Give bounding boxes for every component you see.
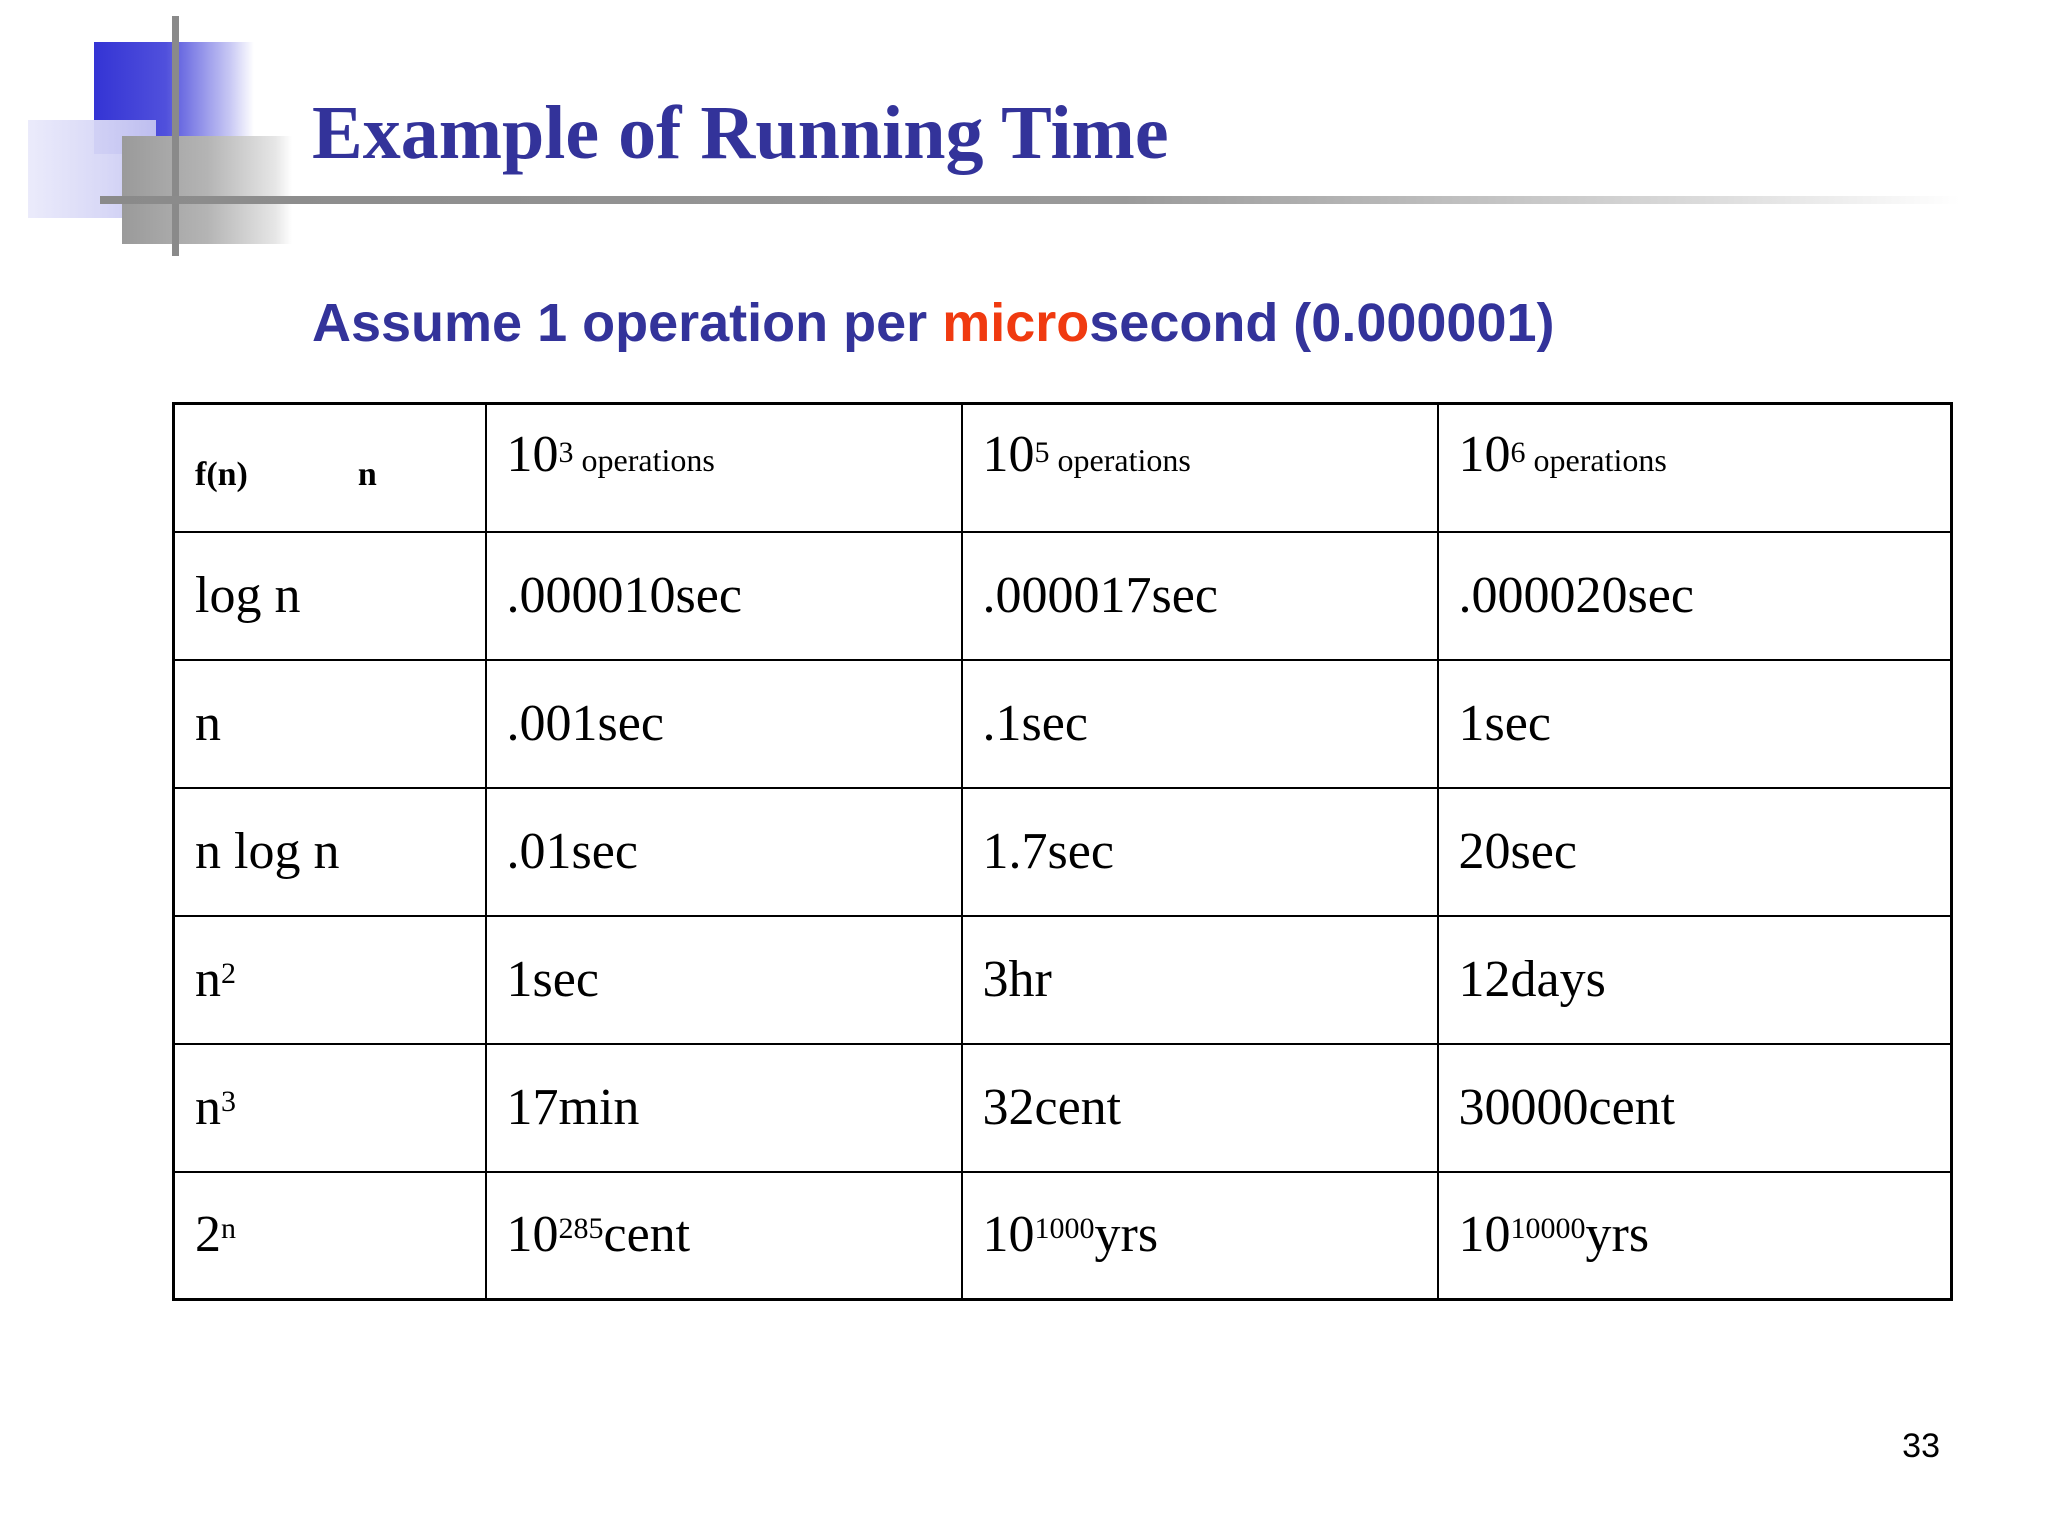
time-cell: 20sec	[1436, 786, 1953, 917]
time-base: 10	[506, 1206, 559, 1264]
time-exponent: 10000	[1510, 1212, 1586, 1246]
header-exponent: 3	[558, 436, 574, 469]
time-base: 1sec	[506, 950, 599, 1008]
time-cell: 17min	[484, 1042, 963, 1173]
time-cell: .01sec	[484, 786, 963, 917]
function-cell: 2n	[172, 1170, 487, 1301]
running-time-table: f(n) n 103 operations 105 operations 106 …	[172, 402, 1953, 1301]
function-cell: n	[172, 658, 487, 789]
time-cell: 1sec	[484, 914, 963, 1045]
time-cell: 101000yrs	[960, 1170, 1439, 1301]
time-unit: yrs	[1585, 1206, 1650, 1264]
table-header-row: f(n) n 103 operations 105 operations 106 …	[172, 402, 1953, 533]
time-cell: .000017sec	[960, 530, 1439, 661]
header-cell-fn-n: f(n) n	[172, 402, 487, 533]
time-base: .001sec	[506, 694, 664, 752]
function-base: n	[195, 694, 221, 752]
time-base: 12days	[1458, 950, 1606, 1008]
function-base: log n	[195, 566, 301, 624]
table-row: 2n 10285cent 101000yrs 1010000yrs	[172, 1170, 1953, 1301]
time-exponent: 285	[558, 1212, 604, 1246]
decor-gray-square	[122, 136, 292, 244]
subtitle-text-end: second (0.000001)	[1089, 293, 1555, 353]
table-row: n .001sec .1sec 1sec	[172, 658, 1953, 789]
time-base: .000020sec	[1458, 566, 1694, 624]
slide-subtitle: Assume 1 operation per microsecond (0.00…	[312, 290, 1555, 356]
subtitle-text-start: Assume 1 operation per	[312, 293, 943, 353]
time-cell: 1010000yrs	[1436, 1170, 1953, 1301]
time-unit: yrs	[1094, 1206, 1159, 1264]
header-unit: operations	[573, 442, 715, 478]
header-cell: 106 operations	[1436, 402, 1953, 533]
time-cell: .000020sec	[1436, 530, 1953, 661]
table-row: n2 1sec 3hr 12days	[172, 914, 1953, 1045]
header-unit: operations	[1525, 442, 1667, 478]
header-base: 10	[1458, 426, 1511, 483]
time-base: .01sec	[506, 822, 638, 880]
function-cell: n log n	[172, 786, 487, 917]
time-base: 20sec	[1458, 822, 1577, 880]
time-base: 10	[982, 1206, 1035, 1264]
time-base: 3hr	[982, 950, 1052, 1008]
time-cell: .1sec	[960, 658, 1439, 789]
function-exponent: 2	[221, 956, 236, 990]
time-cell: .001sec	[484, 658, 963, 789]
time-base: .000017sec	[982, 566, 1218, 624]
time-base: 1.7sec	[982, 822, 1114, 880]
decor-vertical-rule	[172, 16, 179, 256]
function-cell: n3	[172, 1042, 487, 1173]
slide-title: Example of Running Time	[312, 91, 1169, 175]
function-base: 2	[195, 1206, 221, 1264]
time-base: .1sec	[982, 694, 1088, 752]
function-base: n	[195, 950, 221, 1008]
header-n-label: n	[357, 456, 377, 493]
header-cell: 103 operations	[484, 402, 963, 533]
time-base: 32cent	[982, 1078, 1122, 1136]
header-cell: 105 operations	[960, 402, 1439, 533]
header-exponent: 6	[1510, 436, 1526, 469]
time-base: 30000cent	[1458, 1078, 1676, 1136]
time-cell: 3hr	[960, 914, 1439, 1045]
header-unit: operations	[1049, 442, 1191, 478]
header-exponent: 5	[1034, 436, 1050, 469]
table-row: log n .000010sec .000017sec .000020sec	[172, 530, 1953, 661]
time-cell: 10285cent	[484, 1170, 963, 1301]
time-cell: 12days	[1436, 914, 1953, 1045]
header-fn-label: f(n)	[195, 456, 248, 493]
function-cell: n2	[172, 914, 487, 1045]
time-base: 1sec	[1458, 694, 1551, 752]
function-exponent: n	[221, 1212, 236, 1246]
header-base: 10	[506, 426, 559, 483]
time-base: .000010sec	[506, 566, 742, 624]
function-exponent: 3	[221, 1084, 236, 1118]
title-underline-rule	[100, 196, 1960, 204]
time-exponent: 1000	[1034, 1212, 1095, 1246]
time-cell: 30000cent	[1436, 1042, 1953, 1173]
time-cell: .000010sec	[484, 530, 963, 661]
table-row: n log n .01sec 1.7sec 20sec	[172, 786, 1953, 917]
function-base: n	[195, 1078, 221, 1136]
time-base: 10	[1458, 1206, 1511, 1264]
time-cell: 1sec	[1436, 658, 1953, 789]
table-row: n3 17min 32cent 30000cent	[172, 1042, 1953, 1173]
time-unit: cent	[603, 1206, 691, 1264]
slide-page-number: 33	[1902, 1427, 1940, 1465]
time-cell: 1.7sec	[960, 786, 1439, 917]
time-base: 17min	[506, 1078, 640, 1136]
time-cell: 32cent	[960, 1042, 1439, 1173]
function-base: n log n	[195, 822, 340, 880]
header-base: 10	[982, 426, 1035, 483]
function-cell: log n	[172, 530, 487, 661]
subtitle-accent-text: micro	[942, 293, 1090, 353]
